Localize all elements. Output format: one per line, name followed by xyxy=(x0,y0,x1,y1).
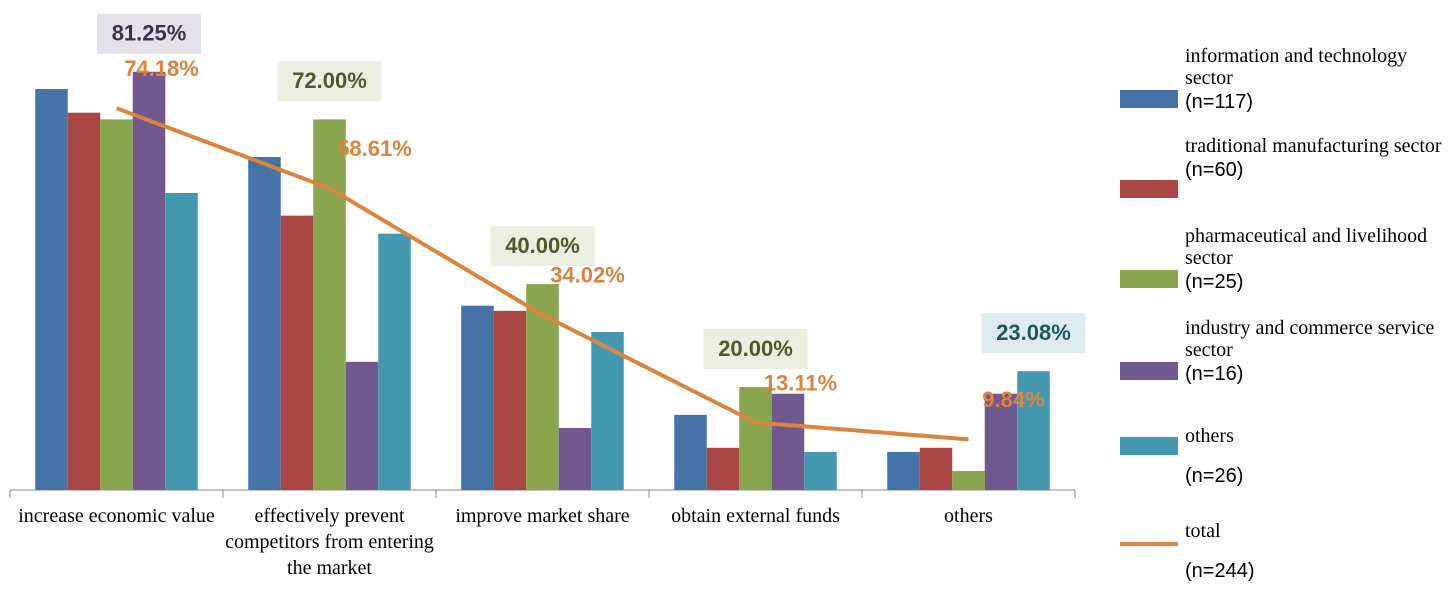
legend-swatch xyxy=(1120,542,1178,546)
bar xyxy=(132,71,166,491)
data-label: 72.00% xyxy=(292,68,367,93)
data-label: 13.11% xyxy=(764,370,837,395)
legend-name: others xyxy=(1185,425,1234,447)
data-label: 58.61% xyxy=(337,136,412,161)
legend-n: (n=244) xyxy=(1185,560,1255,582)
data-label: 40.00% xyxy=(505,233,580,258)
legend-n: (n=26) xyxy=(1185,465,1244,487)
data-label: 34.02% xyxy=(550,263,625,288)
chart: 72.00% 40.00% 20.00% 81.25% 23.08% 74.18% 58.6… xyxy=(9,13,1086,498)
legend-name: total xyxy=(1185,520,1221,542)
legend-name: industry and commerce service sector xyxy=(1185,317,1435,361)
legend-text: others (n=26) xyxy=(1185,425,1445,487)
x-tick-text: increase economic value xyxy=(18,505,215,527)
legend-swatch xyxy=(1120,180,1178,198)
legend-text: traditional manufacturing sector (n=60) xyxy=(1185,135,1445,181)
bar xyxy=(952,470,985,490)
bar xyxy=(67,112,101,491)
total-line xyxy=(115,106,969,442)
bar xyxy=(378,233,411,490)
legend-n: (n=25) xyxy=(1185,271,1244,293)
legend-name: information and technology sector xyxy=(1185,45,1408,89)
legend-n: (n=16) xyxy=(1185,363,1244,385)
data-label: 74.18% xyxy=(124,56,199,81)
bar xyxy=(313,119,346,491)
legend-name: traditional manufacturing sector xyxy=(1185,135,1442,157)
legend-swatch xyxy=(1120,362,1178,380)
x-tick-label: others xyxy=(862,503,1075,529)
data-label-bg xyxy=(97,13,201,54)
x-tick-label: effectively prevent competitors from ent… xyxy=(223,503,436,581)
data-label-bg xyxy=(277,61,382,102)
bar xyxy=(345,361,379,490)
legend-text: information and technology sector (n=117) xyxy=(1185,45,1445,113)
bar xyxy=(461,305,494,490)
data-label-bg xyxy=(703,329,808,370)
x-tick-label: improve market share xyxy=(436,503,649,529)
legend-swatch xyxy=(1120,90,1178,108)
bar xyxy=(887,451,920,490)
bar xyxy=(35,89,68,491)
legend-n: (n=117) xyxy=(1185,91,1254,113)
bar xyxy=(165,192,198,491)
bar xyxy=(558,427,592,490)
x-tick-text: obtain external funds xyxy=(671,505,840,527)
bar xyxy=(100,119,133,491)
bar xyxy=(919,447,953,490)
legend-swatch xyxy=(1120,270,1178,288)
bar xyxy=(984,393,1018,490)
bar xyxy=(739,387,772,490)
legend-n: (n=60) xyxy=(1185,159,1244,181)
data-label-bg xyxy=(490,226,595,267)
bar xyxy=(493,310,527,490)
legend-text: pharmaceutical and livelihood sector (n=2… xyxy=(1185,225,1445,293)
legend-text: total (n=244) xyxy=(1185,520,1445,582)
bar xyxy=(706,447,740,490)
data-label: 9.84% xyxy=(982,387,1044,412)
bar xyxy=(1017,371,1050,490)
x-tick-label: obtain external funds xyxy=(649,503,862,529)
bar xyxy=(771,393,805,490)
bar xyxy=(674,414,707,490)
data-label-bg xyxy=(981,313,1086,354)
data-label: 23.08% xyxy=(996,320,1071,345)
bar xyxy=(591,331,624,490)
x-tick-text: others xyxy=(944,505,993,527)
legend-swatch xyxy=(1120,437,1178,455)
data-label: 20.00% xyxy=(718,336,793,361)
legend-text: industry and commerce service sector (n=1… xyxy=(1185,317,1445,385)
x-tick-text: effectively prevent competitors from ent… xyxy=(225,505,434,579)
bar xyxy=(804,451,837,490)
data-label: 81.25% xyxy=(112,21,187,46)
x-tick-label: increase economic value xyxy=(10,503,223,529)
bar xyxy=(248,156,281,490)
bar xyxy=(280,215,314,490)
legend-name: pharmaceutical and livelihood sector xyxy=(1185,225,1428,269)
x-tick-text: improve market share xyxy=(455,505,630,527)
